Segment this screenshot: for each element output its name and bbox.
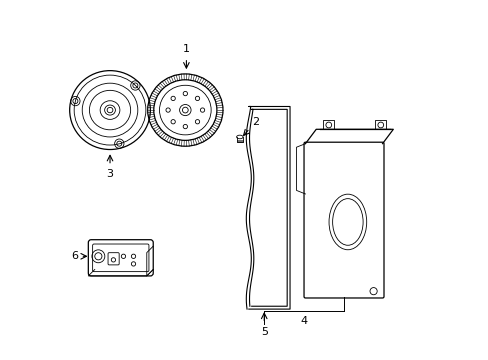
Text: 6: 6 — [71, 251, 78, 261]
Text: 3: 3 — [106, 169, 113, 179]
Text: 1: 1 — [183, 44, 189, 54]
Text: 4: 4 — [300, 316, 307, 326]
Text: 5: 5 — [260, 327, 267, 337]
Text: 2: 2 — [251, 117, 258, 127]
